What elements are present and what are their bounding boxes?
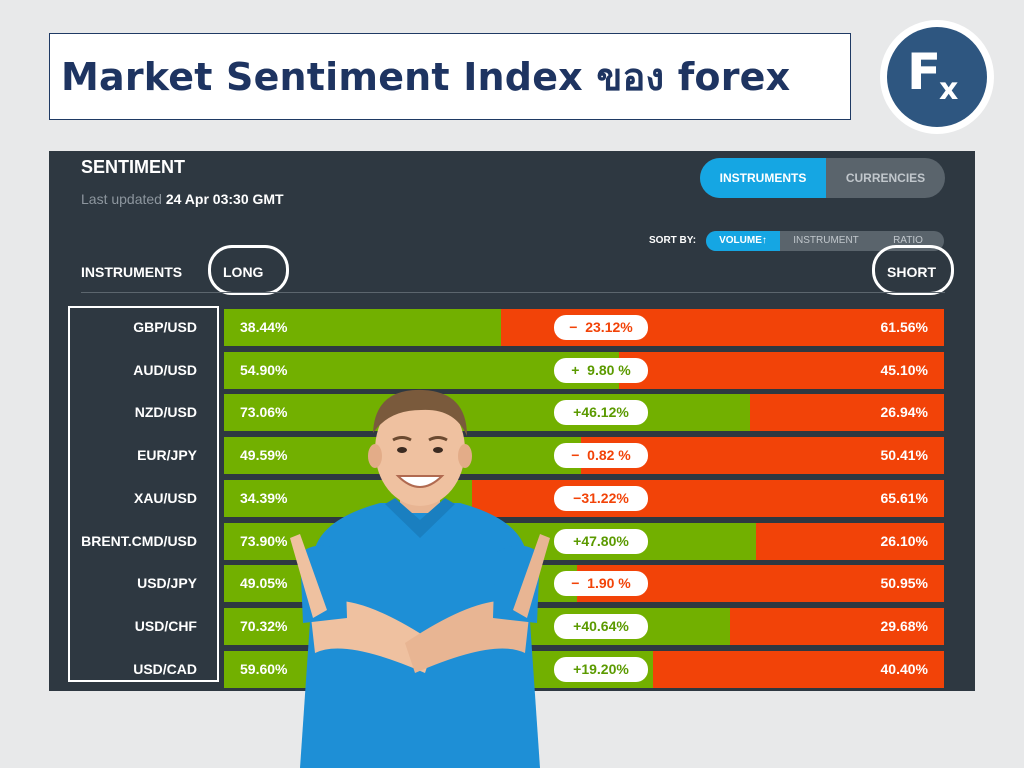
sentiment-bar: 34.39% −31.22% 65.61% <box>224 480 944 517</box>
short-percent: 45.10% <box>880 362 928 378</box>
long-percent: 70.32% <box>240 618 288 634</box>
last-updated: Last updated 24 Apr 03:30 GMT <box>81 191 284 207</box>
sentiment-row[interactable]: EUR/JPY 49.59% − 0.82 % 50.41% <box>49 437 975 474</box>
net-difference-badge: +40.64% <box>554 614 648 639</box>
sentiment-bar: 38.44% − 23.12% 61.56% <box>224 309 944 346</box>
sentiment-bar: 49.59% − 0.82 % 50.41% <box>224 437 944 474</box>
net-difference-badge: +47.80% <box>554 529 648 554</box>
net-difference-badge: + 9.80 % <box>554 358 648 383</box>
net-difference-badge: +19.20% <box>554 657 648 682</box>
sort-toggle: VOLUME↑ INSTRUMENT RATIO <box>706 231 944 251</box>
sentiment-row[interactable]: GBP/USD 38.44% − 23.12% 61.56% <box>49 309 975 346</box>
instrument-name: USD/CAD <box>133 661 197 677</box>
sort-volume-button[interactable]: VOLUME↑ <box>706 231 780 251</box>
sort-instrument-button[interactable]: INSTRUMENT <box>793 235 859 246</box>
sentiment-bar: 73.06% +46.12% 26.94% <box>224 394 944 431</box>
page-title: Market Sentiment Index ของ forex <box>61 55 791 99</box>
instrument-name: AUD/USD <box>133 362 197 378</box>
tab-instruments[interactable]: INSTRUMENTS <box>700 158 826 198</box>
instrument-name: BRENT.CMD/USD <box>81 533 197 549</box>
net-difference-badge: −31.22% <box>554 486 648 511</box>
instrument-name: GBP/USD <box>133 319 197 335</box>
long-bar-segment <box>224 394 750 431</box>
fx-logo: F x <box>880 20 994 134</box>
column-header-short: SHORT <box>887 264 936 280</box>
long-bar-segment <box>224 352 619 389</box>
last-updated-value: 24 Apr 03:30 GMT <box>165 191 284 207</box>
long-percent: 49.05% <box>240 575 288 591</box>
column-header-long: LONG <box>223 264 264 280</box>
sentiment-row[interactable]: NZD/USD 73.06% +46.12% 26.94% <box>49 394 975 431</box>
short-highlight-circle <box>872 245 954 295</box>
net-difference-badge: − 23.12% <box>554 315 648 340</box>
long-percent: 54.90% <box>240 362 288 378</box>
short-percent: 40.40% <box>880 661 928 677</box>
short-percent: 50.95% <box>880 575 928 591</box>
instrument-highlight-box <box>68 306 219 682</box>
logo-letter-x: x <box>939 72 959 107</box>
long-percent: 59.60% <box>240 661 288 677</box>
short-percent: 65.61% <box>880 490 928 506</box>
net-difference-badge: − 1.90 % <box>554 571 648 596</box>
presenter-person-illustration <box>290 389 550 768</box>
long-percent: 49.59% <box>240 447 288 463</box>
logo-letter-f: F <box>907 43 942 101</box>
long-percent: 34.39% <box>240 490 288 506</box>
title-banner: Market Sentiment Index ของ forex <box>49 33 851 120</box>
net-difference-badge: +46.12% <box>554 400 648 425</box>
long-percent: 73.90% <box>240 533 288 549</box>
net-difference-badge: − 0.82 % <box>554 443 648 468</box>
last-updated-label: Last updated <box>81 191 162 207</box>
instrument-name: USD/CHF <box>134 618 197 634</box>
short-percent: 26.94% <box>880 404 928 420</box>
sentiment-row[interactable]: AUD/USD 54.90% + 9.80 % 45.10% <box>49 352 975 389</box>
tab-currencies[interactable]: CURRENCIES <box>845 171 926 185</box>
short-percent: 50.41% <box>880 447 928 463</box>
long-bar-segment <box>224 309 501 346</box>
sentiment-row[interactable]: XAU/USD 34.39% −31.22% 65.61% <box>49 480 975 517</box>
long-percent: 38.44% <box>240 319 288 335</box>
column-header-instruments: INSTRUMENTS <box>81 264 183 280</box>
short-percent: 26.10% <box>880 533 928 549</box>
instrument-name: XAU/USD <box>133 490 197 506</box>
sort-by-label: SORT BY: <box>649 235 697 246</box>
header-divider <box>81 292 945 293</box>
panel-title: SENTIMENT <box>81 157 186 177</box>
view-toggle: INSTRUMENTS CURRENCIES <box>700 158 945 198</box>
short-percent: 29.68% <box>880 618 928 634</box>
sentiment-bar: 54.90% + 9.80 % 45.10% <box>224 352 944 389</box>
instrument-name: NZD/USD <box>134 404 197 420</box>
instrument-name: USD/JPY <box>137 575 197 591</box>
short-percent: 61.56% <box>880 319 928 335</box>
long-highlight-circle <box>208 245 289 295</box>
sort-ratio-button[interactable]: RATIO <box>893 235 923 246</box>
instrument-name: EUR/JPY <box>137 447 197 463</box>
long-percent: 73.06% <box>240 404 288 420</box>
